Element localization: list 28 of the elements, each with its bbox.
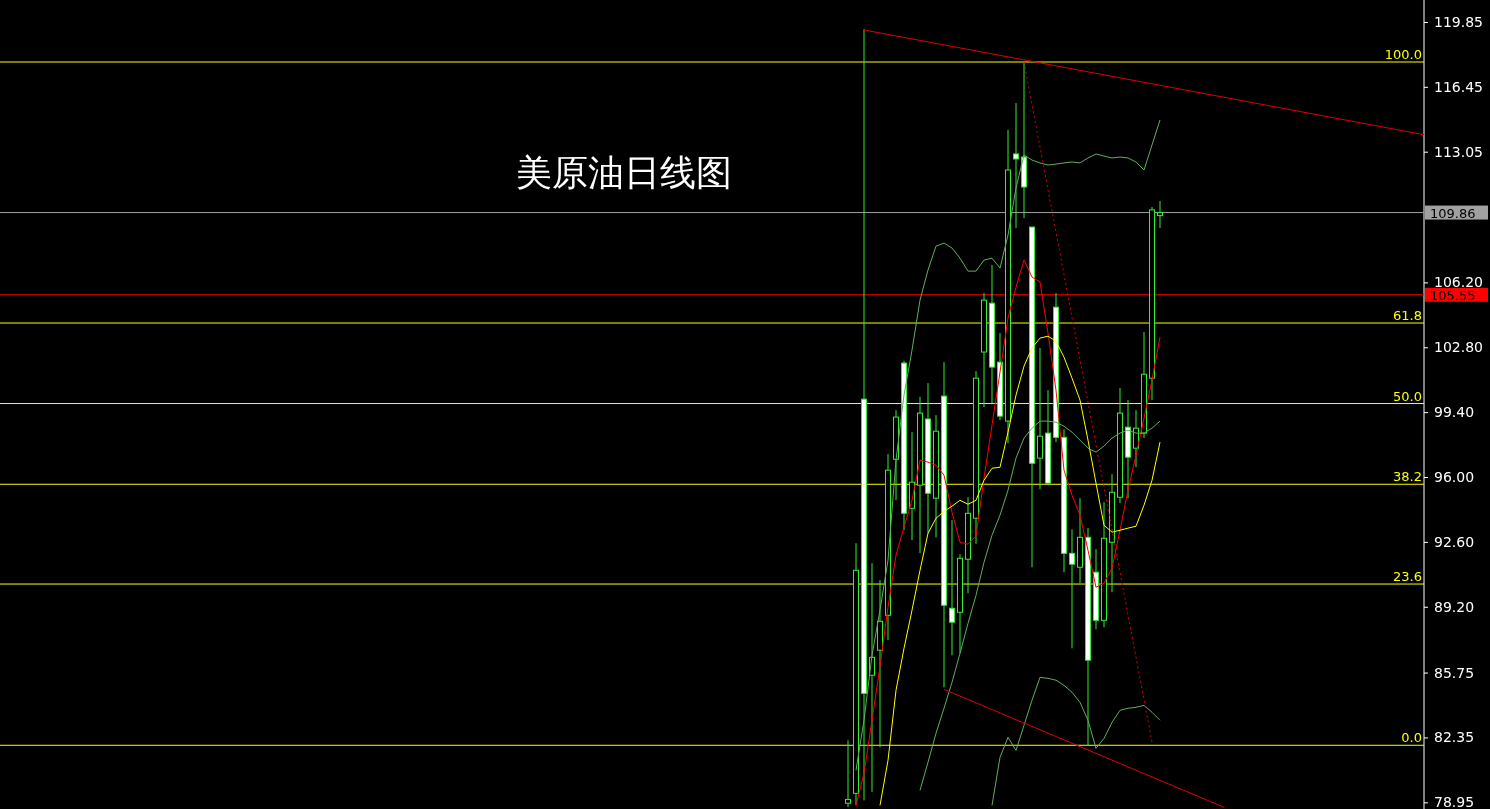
candlestick (1157, 200, 1163, 229)
annotation: 38.2 (1393, 469, 1422, 485)
annotation: 50.0 (1393, 388, 1422, 404)
candlestick (1069, 528, 1075, 649)
candlestick (949, 519, 955, 656)
line-series (991, 676, 1161, 806)
candlestick (1037, 347, 1043, 490)
y-tick-label: 82.35 (1434, 729, 1475, 746)
annotation: 23.6 (1393, 569, 1422, 585)
line-series (855, 119, 1161, 771)
annotation: 0.0 (1401, 730, 1422, 746)
y-tick-label: 92.60 (1434, 533, 1475, 550)
y-tick-label: 85.75 (1434, 664, 1475, 681)
y-tick-label: 96.00 (1434, 468, 1475, 485)
y-tick-label: 89.20 (1434, 598, 1475, 615)
candlestick (845, 739, 851, 808)
candlestick (1013, 102, 1019, 229)
text: 美原油日线图 (516, 152, 732, 193)
y-tick-label: 102.80 (1434, 339, 1483, 356)
y-tick-label: 99.40 (1434, 404, 1475, 421)
ref-line-label: 109.86 (1430, 205, 1476, 221)
y-tick-label: 116.45 (1434, 78, 1483, 95)
y-tick-label: 78.95 (1434, 794, 1475, 809)
y-tick-label: 119.85 (1434, 13, 1483, 30)
annotation: 100.0 (1384, 47, 1422, 63)
y-tick-label: 113.05 (1434, 143, 1483, 160)
line-series (919, 420, 1161, 791)
annotation: 61.8 (1393, 308, 1422, 324)
